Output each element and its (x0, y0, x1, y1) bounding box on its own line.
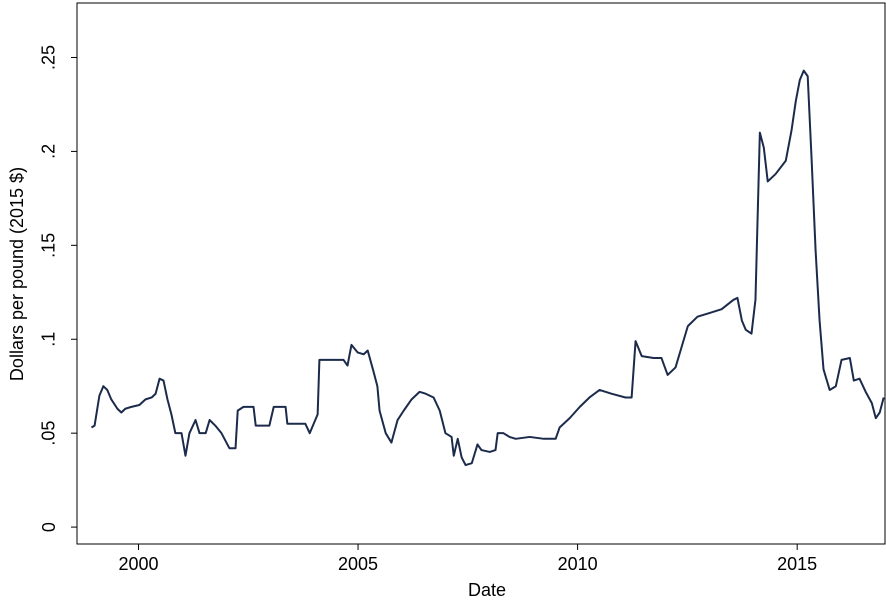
y-tick-label: .25 (39, 45, 59, 70)
y-tick-label: .15 (39, 233, 59, 258)
x-tick-label: 2005 (338, 554, 378, 574)
x-axis-title: Date (468, 580, 506, 600)
line (90, 69, 885, 467)
y-axis-title: Dollars per pound (2015 $) (7, 167, 27, 381)
x-tick-label: 2015 (777, 554, 817, 574)
y-tick-label: .1 (39, 332, 59, 347)
plot-area (76, 2, 886, 545)
y-tick-label: .2 (39, 144, 59, 159)
y-tick-label: .05 (39, 421, 59, 446)
y-tick-label: 0 (39, 522, 59, 532)
x-tick-label: 2000 (118, 554, 158, 574)
x-tick-label: 2010 (558, 554, 598, 574)
